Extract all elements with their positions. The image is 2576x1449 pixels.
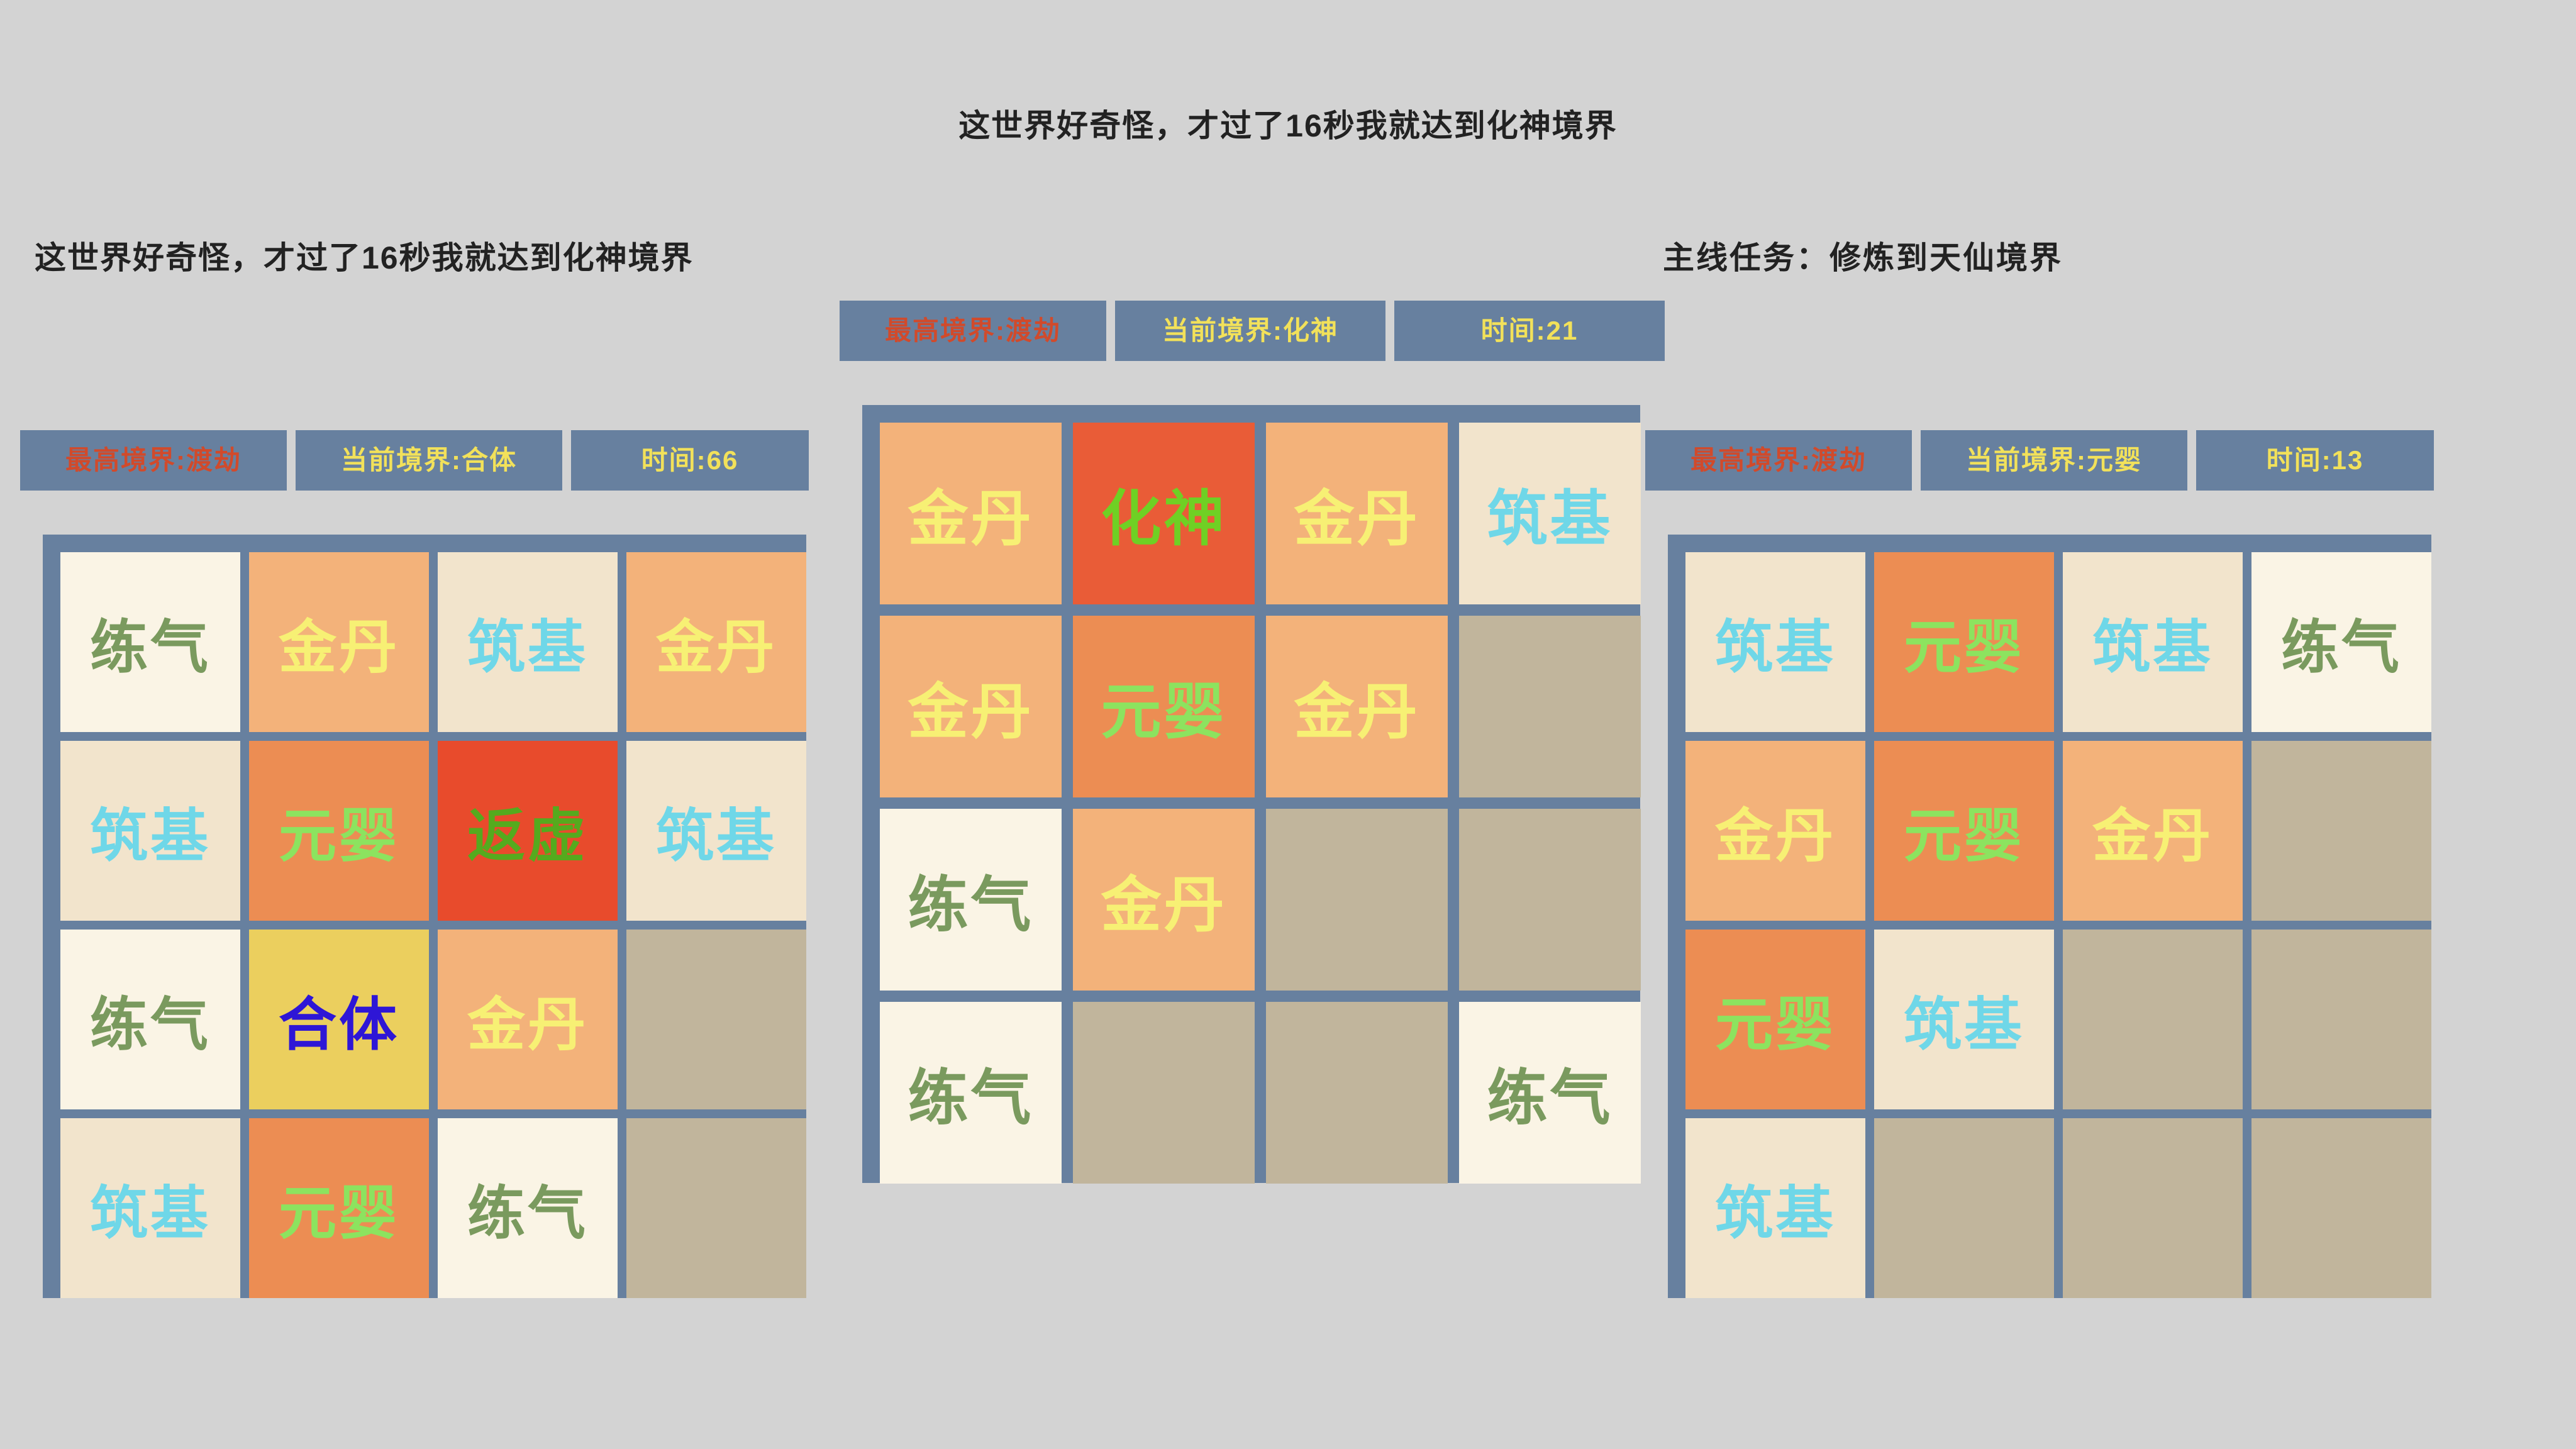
tile-金丹: 金丹 <box>438 930 618 1109</box>
tile-金丹: 金丹 <box>626 552 806 732</box>
status-highest-realm: 最高境界:渡劫 <box>20 430 287 491</box>
status-bar-center: 最高境界:渡劫 当前境界:化神 时间:21 <box>840 301 1665 361</box>
tile-金丹: 金丹 <box>249 552 429 732</box>
game-board-center[interactable]: 金丹化神金丹筑基金丹元婴金丹练气金丹练气练气 <box>862 405 1640 1183</box>
quest-label: 主线任务： <box>1663 240 1829 275</box>
tile-筑基: 筑基 <box>1459 423 1641 604</box>
tile-元婴: 元婴 <box>1073 616 1255 797</box>
quest-target: 修炼到天仙境界 <box>1829 240 2063 275</box>
game-board-left[interactable]: 练气金丹筑基金丹筑基元婴返虚筑基练气合体金丹筑基元婴练气 <box>43 535 806 1298</box>
tile-empty <box>1073 1002 1255 1184</box>
tile-empty <box>1874 1118 2054 1298</box>
tile-金丹: 金丹 <box>1685 741 1865 921</box>
tile-筑基: 筑基 <box>438 552 618 732</box>
tile-练气: 练气 <box>438 1118 618 1298</box>
tile-筑基: 筑基 <box>1685 1118 1865 1298</box>
tile-empty <box>1459 809 1641 991</box>
tile-empty <box>2251 1118 2431 1298</box>
tile-筑基: 筑基 <box>1685 552 1865 732</box>
tile-筑基: 筑基 <box>626 741 806 921</box>
status-current-realm: 当前境界:合体 <box>296 430 562 491</box>
tile-元婴: 元婴 <box>1874 741 2054 921</box>
status-current-realm: 当前境界:元婴 <box>1921 430 2187 491</box>
tile-筑基: 筑基 <box>60 741 240 921</box>
status-time: 时间:66 <box>571 430 809 491</box>
tile-练气: 练气 <box>880 1002 1062 1184</box>
tile-金丹: 金丹 <box>880 616 1062 797</box>
tile-练气: 练气 <box>60 552 240 732</box>
tile-empty <box>2063 930 2243 1109</box>
tile-合体: 合体 <box>249 930 429 1109</box>
tile-empty <box>1266 1002 1448 1184</box>
tile-金丹: 金丹 <box>2063 741 2243 921</box>
panel-subtitle-left: 这世界好奇怪，才过了16秒我就达到化神境界 <box>35 233 694 278</box>
tile-练气: 练气 <box>880 809 1062 991</box>
status-highest-realm: 最高境界:渡劫 <box>840 301 1106 361</box>
tile-金丹: 金丹 <box>1266 423 1448 604</box>
tile-金丹: 金丹 <box>880 423 1062 604</box>
page-title: 这世界好奇怪，才过了16秒我就达到化神境界 <box>958 101 1618 146</box>
quest-line: 主线任务：修炼到天仙境界 <box>1663 233 2063 278</box>
tile-返虚: 返虚 <box>438 741 618 921</box>
tile-元婴: 元婴 <box>249 741 429 921</box>
tile-金丹: 金丹 <box>1073 809 1255 991</box>
tile-元婴: 元婴 <box>249 1118 429 1298</box>
tile-练气: 练气 <box>2251 552 2431 732</box>
tile-empty <box>2251 930 2431 1109</box>
status-time: 时间:21 <box>1394 301 1665 361</box>
status-bar-left: 最高境界:渡劫 当前境界:合体 时间:66 <box>20 430 809 491</box>
status-highest-realm: 最高境界:渡劫 <box>1645 430 1912 491</box>
tile-筑基: 筑基 <box>60 1118 240 1298</box>
tile-筑基: 筑基 <box>1874 930 2054 1109</box>
tile-empty <box>626 930 806 1109</box>
tile-empty <box>2251 741 2431 921</box>
tile-empty <box>1266 809 1448 991</box>
tile-练气: 练气 <box>1459 1002 1641 1184</box>
status-time: 时间:13 <box>2196 430 2434 491</box>
tile-元婴: 元婴 <box>1685 930 1865 1109</box>
tile-元婴: 元婴 <box>1874 552 2054 732</box>
tile-empty <box>626 1118 806 1298</box>
tile-empty <box>2063 1118 2243 1298</box>
game-board-right[interactable]: 筑基元婴筑基练气金丹元婴金丹元婴筑基筑基 <box>1668 535 2431 1298</box>
status-current-realm: 当前境界:化神 <box>1115 301 1385 361</box>
tile-筑基: 筑基 <box>2063 552 2243 732</box>
tile-练气: 练气 <box>60 930 240 1109</box>
tile-化神: 化神 <box>1073 423 1255 604</box>
status-bar-right: 最高境界:渡劫 当前境界:元婴 时间:13 <box>1645 430 2434 491</box>
tile-金丹: 金丹 <box>1266 616 1448 797</box>
tile-empty <box>1459 616 1641 797</box>
